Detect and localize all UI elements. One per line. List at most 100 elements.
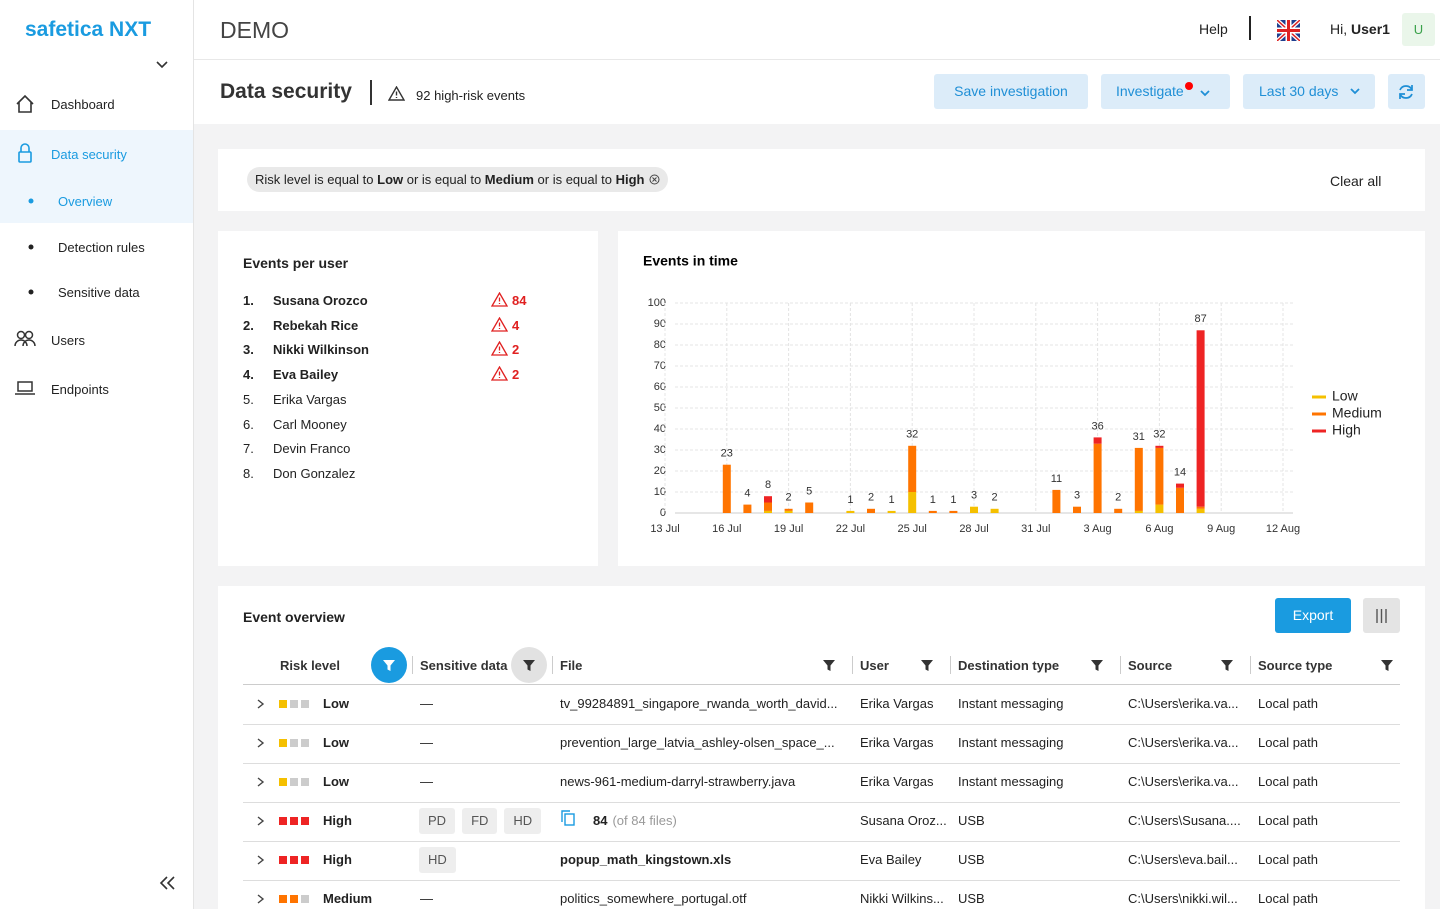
column-filter[interactable] — [511, 647, 547, 683]
file-name: prevention_large_latvia_ashley-olsen_spa… — [560, 735, 835, 750]
user-rank: 2. — [243, 317, 254, 333]
chart: Events in time 010203040506070809010013 … — [643, 253, 1382, 535]
high-risk-count[interactable]: 92 high-risk events — [416, 88, 526, 103]
risk-indicator — [301, 895, 309, 903]
sensitive-tag[interactable]: PD — [419, 808, 456, 834]
copy-icon[interactable] — [560, 810, 576, 826]
user-name[interactable]: Susana Orozco — [273, 293, 368, 308]
table-row[interactable] — [243, 802, 1400, 842]
bar-segment — [1093, 443, 1102, 513]
save-investigation-button[interactable]: Save investigation — [934, 74, 1088, 109]
source-type: Local path — [1258, 813, 1318, 828]
y-tick-label: 60 — [654, 381, 666, 393]
user-name[interactable]: Don Gonzalez — [273, 465, 356, 481]
user-name[interactable]: Nikki Wilkinson — [273, 342, 369, 358]
y-tick-label: 30 — [654, 444, 666, 456]
sensitive-tags: PD FD HD — [419, 808, 548, 834]
column-filter[interactable] — [1369, 647, 1405, 683]
card-title: Events per user — [243, 255, 349, 271]
column-filter[interactable] — [811, 647, 847, 683]
table-row[interactable] — [243, 841, 1400, 881]
column-header[interactable]: Risk level — [280, 658, 340, 673]
column-header[interactable]: File — [560, 658, 583, 673]
user-name[interactable]: Devin Franco — [273, 441, 351, 457]
legend-label: High — [1332, 422, 1361, 438]
source: C:\Users\erika.va... — [1128, 696, 1239, 711]
logo[interactable]: safetica NXT — [25, 18, 152, 41]
x-tick-label: 28 Jul — [959, 523, 988, 535]
file-name: news-961-medium-darryl-strawberry.java — [560, 774, 796, 789]
help-link[interactable]: Help — [1199, 21, 1228, 37]
expand-row[interactable] — [255, 737, 265, 749]
column-divider — [950, 656, 951, 674]
column-filter[interactable] — [909, 647, 945, 683]
user-name[interactable]: Eva Bailey — [273, 367, 339, 383]
column-header[interactable]: Source type — [1258, 658, 1333, 673]
nav-subitem[interactable]: Sensitive data — [58, 285, 140, 300]
table-row[interactable] — [243, 763, 1400, 803]
risk-indicator — [301, 778, 309, 786]
expand-row[interactable] — [255, 698, 265, 710]
sensitive-tag[interactable]: FD — [462, 808, 498, 834]
nav-item[interactable]: Data security — [51, 147, 127, 162]
expand-row[interactable] — [255, 815, 265, 827]
expand-chevron[interactable] — [155, 60, 169, 70]
expand-row[interactable] — [255, 893, 265, 905]
nav-subitem[interactable]: Overview — [58, 194, 113, 209]
column-filter[interactable] — [1209, 647, 1245, 683]
warning-icon — [491, 366, 508, 381]
table-row[interactable] — [243, 685, 1400, 725]
nav-item[interactable]: Users — [51, 333, 85, 348]
collapse-button[interactable] — [158, 875, 178, 891]
sensitive-tag[interactable]: HD — [504, 808, 542, 834]
bar-total-label: 11 — [1051, 473, 1062, 485]
column-header[interactable]: Source — [1128, 658, 1173, 673]
table-row[interactable] — [243, 724, 1400, 764]
divider — [370, 80, 372, 105]
nav-subitem[interactable]: Detection rules — [58, 240, 145, 255]
user-name[interactable]: Rebekah Rice — [273, 317, 359, 333]
file-summary: 84 (of 84 files) — [593, 813, 677, 828]
user-name[interactable]: Erika Vargas — [273, 391, 347, 407]
active-section — [0, 130, 193, 223]
filter-chip[interactable]: Risk level is equal to Low or is equal t… — [247, 167, 669, 192]
column-filter[interactable] — [1079, 647, 1115, 683]
refresh-button[interactable] — [1388, 74, 1425, 109]
column-header[interactable]: Sensitive data — [420, 658, 508, 673]
clear-all[interactable]: Clear all — [1330, 173, 1382, 189]
user-name[interactable]: Carl Mooney — [273, 416, 347, 432]
investigate-decor — [1185, 82, 1210, 97]
nav-item[interactable]: Endpoints — [51, 382, 109, 397]
column-filter[interactable] — [371, 647, 407, 683]
bar-total-label: 1 — [950, 494, 956, 506]
source-type: Local path — [1258, 696, 1318, 711]
bar-segment — [1196, 506, 1205, 509]
investigate-button[interactable]: Investigate — [1101, 74, 1230, 109]
column-header[interactable]: User — [860, 658, 889, 673]
user-event-count: 84 — [512, 293, 527, 308]
risk-level: Low — [323, 735, 349, 750]
expand-row[interactable] — [255, 776, 265, 788]
bar-total-label: 31 — [1133, 431, 1145, 443]
expand-row[interactable] — [255, 854, 265, 866]
sensitive-data: — — [420, 891, 433, 906]
sensitive-tag[interactable]: HD — [419, 847, 456, 873]
events-per-user-card: Events per user 1. Susana Orozco 84 2. Rebek… — [218, 231, 598, 566]
bar-segment — [784, 510, 793, 513]
user-rank: 1. — [243, 293, 254, 308]
remove-filter[interactable] — [649, 174, 660, 185]
risk-indicator — [290, 817, 298, 825]
bar-segment — [1134, 447, 1143, 511]
nav-item[interactable]: Dashboard — [51, 97, 115, 112]
source: C:\Users\Susana.... — [1128, 813, 1241, 828]
user-rank: 4. — [243, 367, 254, 383]
avatar[interactable]: U — [1402, 13, 1435, 46]
source-type: Local path — [1258, 891, 1318, 906]
columns-button[interactable] — [1363, 598, 1400, 633]
warning-icon — [491, 292, 508, 307]
user: Susana Oroz... — [860, 813, 947, 828]
language-flag[interactable] — [1277, 20, 1300, 41]
column-header[interactable]: Destination type — [958, 658, 1060, 673]
export-button[interactable]: Export — [1275, 598, 1351, 633]
x-tick-label: 22 Jul — [836, 523, 865, 535]
